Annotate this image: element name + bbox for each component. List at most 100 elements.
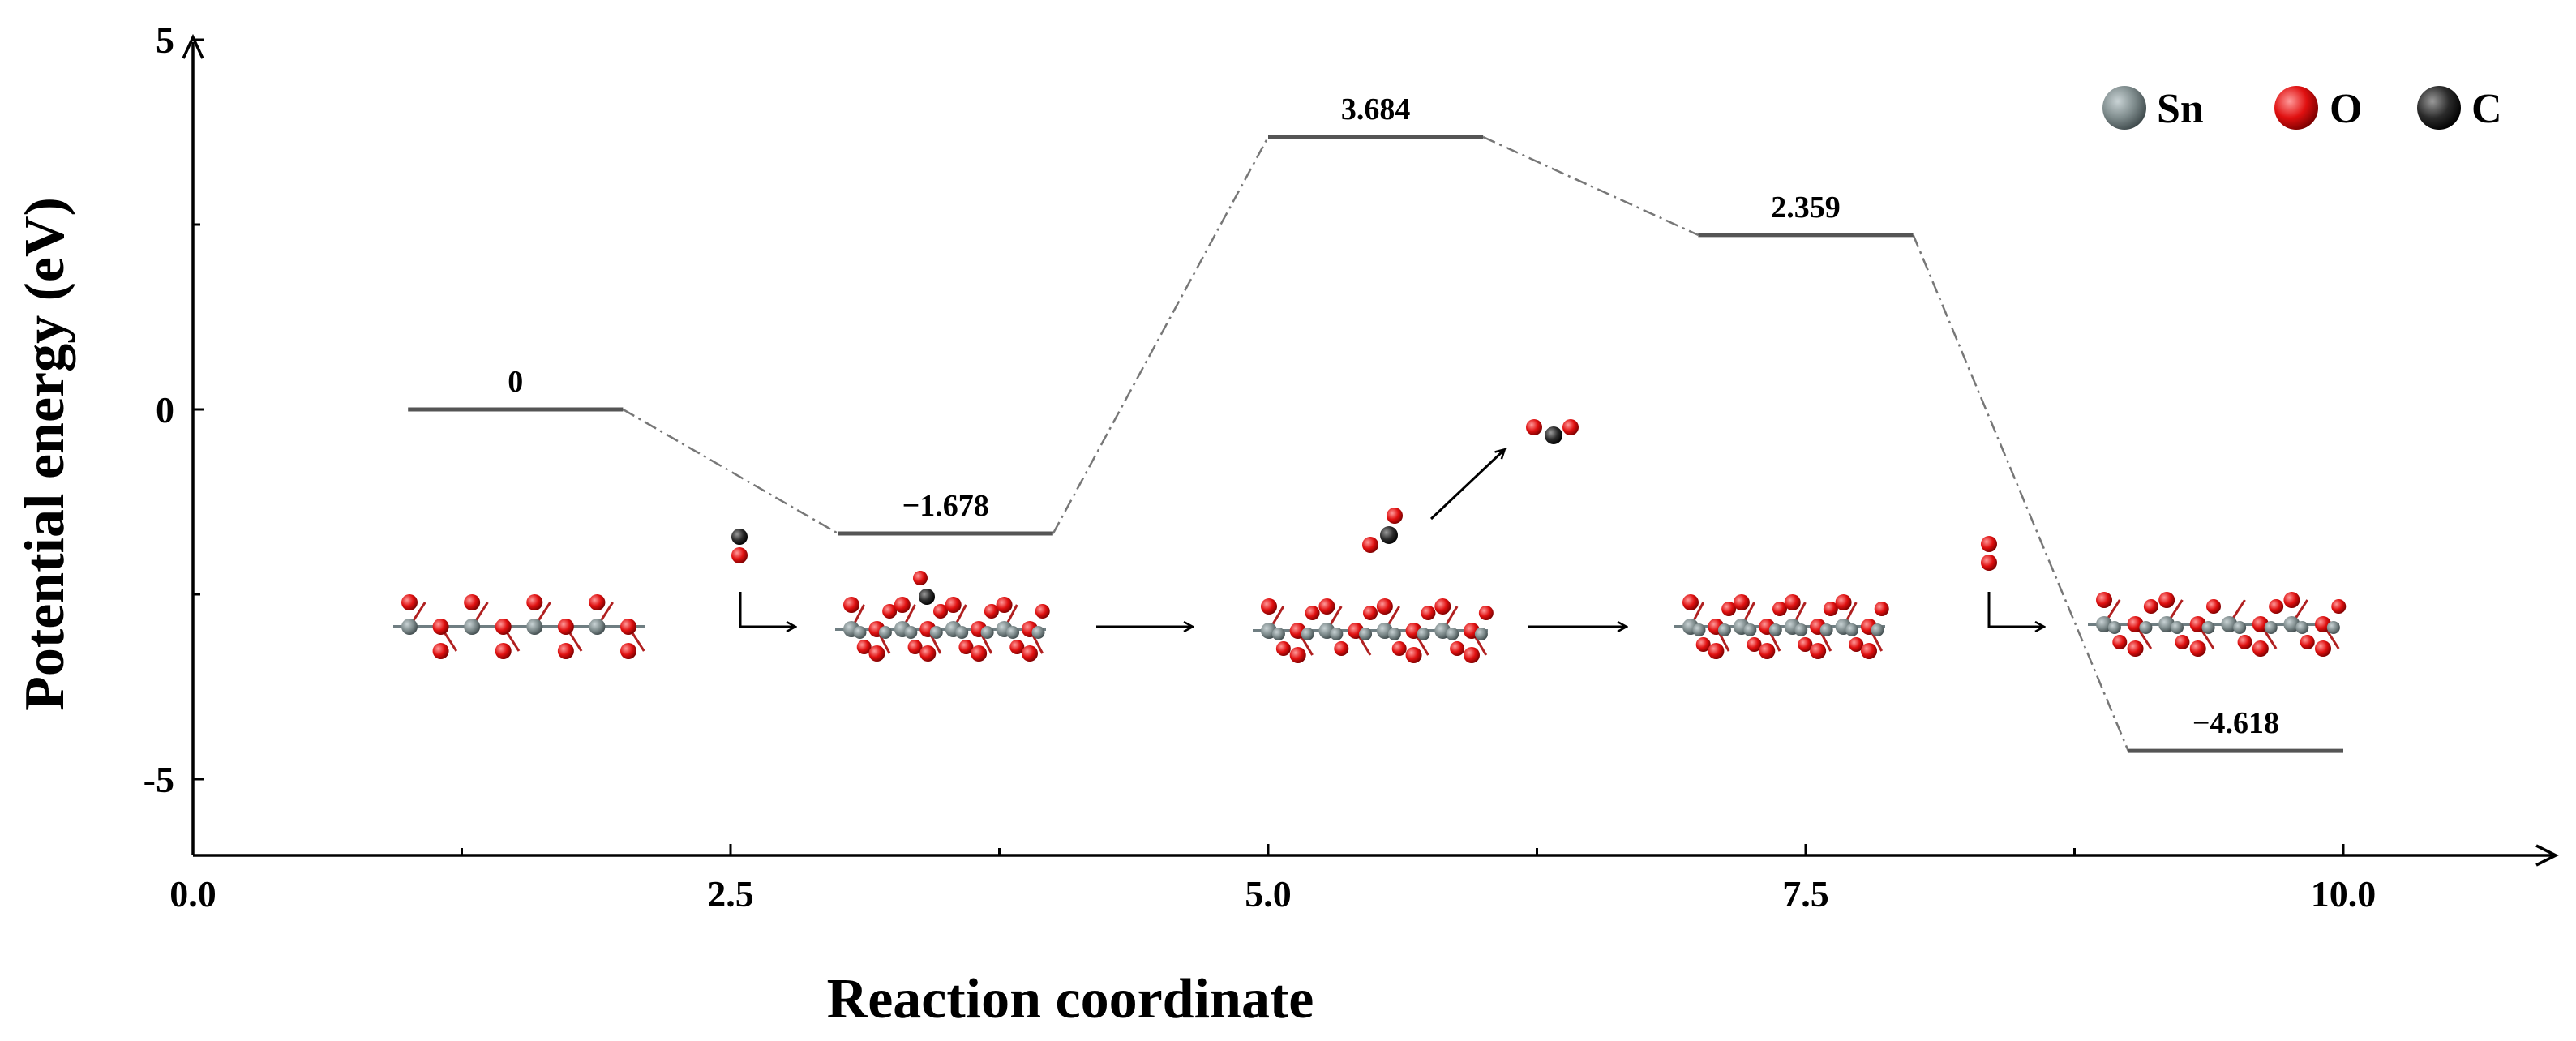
atom-sn <box>2295 621 2308 634</box>
atom-o <box>2190 640 2206 657</box>
atom-o <box>1377 598 1393 615</box>
atom-sn <box>2233 621 2246 634</box>
arrow-o2-adsorption <box>1989 592 2043 627</box>
level-connector <box>1914 235 2128 751</box>
atom-o <box>2096 592 2112 608</box>
atom-o <box>2175 635 2189 649</box>
atom-sn <box>930 626 943 639</box>
energy-profile-chart: 0.0 2.5 5.0 7.5 10.0-505 Reaction coordinate… <box>0 0 2576 1041</box>
x-axis-title: Reaction coordinate <box>827 968 1314 1030</box>
atom-o <box>2144 599 2158 614</box>
y-tick-label: 5 <box>156 19 174 61</box>
energy-level-label: 0 <box>508 365 523 399</box>
atom-sn <box>853 626 866 639</box>
atom-o <box>433 643 449 659</box>
sno2-slab <box>1253 598 1494 663</box>
atom-o <box>1434 598 1451 615</box>
atom-sn <box>1446 628 1459 640</box>
atom-sn <box>2171 621 2184 634</box>
energy-labels: 0 −1.678 3.684 2.359 −4.618 <box>508 92 2279 740</box>
sno2-slab <box>2088 592 2346 657</box>
atom-sn <box>2139 621 2152 634</box>
atom-sn <box>1845 623 1858 636</box>
atom-o <box>1734 594 1750 610</box>
atom-o <box>1810 643 1826 659</box>
atom-sn <box>1871 623 1884 636</box>
atom-o <box>919 645 936 662</box>
atom-sn <box>1820 623 1833 636</box>
atom-sn <box>1359 628 1372 640</box>
atom-sn <box>2265 621 2278 634</box>
atom-o <box>2112 635 2127 649</box>
atom-sn <box>2327 621 2340 634</box>
atom-o <box>1682 594 1699 610</box>
atom-sn <box>2108 621 2121 634</box>
atom-o <box>1318 598 1335 615</box>
atom-o <box>2158 592 2175 608</box>
atom-o <box>1290 647 1306 663</box>
atom-c <box>1545 426 1562 444</box>
energy-level-label: −4.618 <box>2192 706 2279 740</box>
atom-sn <box>1272 628 1285 640</box>
atom-o <box>1363 606 1378 620</box>
atom-o <box>2238 635 2252 649</box>
atom-o <box>2300 635 2315 649</box>
atom-o <box>1305 606 1320 620</box>
atom-o <box>526 594 542 610</box>
level-connector <box>623 409 838 533</box>
x-tick-label: 5.0 <box>1245 873 1292 915</box>
atom-o <box>1334 641 1348 656</box>
y-tick-label: -5 <box>144 759 174 800</box>
atom-o <box>1276 641 1291 656</box>
atom-sn <box>879 626 892 639</box>
atom-o <box>1562 419 1579 435</box>
x-tick-label: 0.0 <box>169 873 216 915</box>
atom-o <box>1981 555 1997 571</box>
atom-o <box>2283 592 2300 608</box>
x-tick-label: 2.5 <box>707 873 754 915</box>
y-axis-title: Potential energy (eV) <box>14 197 76 711</box>
legend-sn-label: Sn <box>2157 86 2204 132</box>
energy-level-label: 2.359 <box>1771 191 1841 225</box>
atom-sn <box>1388 628 1401 640</box>
arrow-co-adsorption <box>740 592 795 627</box>
structure-insets <box>393 419 2346 663</box>
atom-o <box>1261 598 1277 615</box>
atom-sn <box>526 619 542 635</box>
atom-o <box>558 643 574 659</box>
atom-o <box>1759 643 1775 659</box>
atom-o <box>1022 645 1038 662</box>
atom-sn <box>955 626 968 639</box>
atom-o <box>1875 602 1889 616</box>
sno2-slab <box>393 594 645 659</box>
atom-o <box>620 619 636 635</box>
atom-o <box>495 643 512 659</box>
atom-sn <box>1475 628 1488 640</box>
energy-level-label: −1.678 <box>902 489 989 523</box>
atom-o <box>1387 508 1403 524</box>
atom-o <box>843 597 859 613</box>
atom-o <box>894 597 911 613</box>
atom-sn <box>464 619 480 635</box>
legend: Sn O C <box>2102 86 2502 132</box>
legend-c-label: C <box>2471 86 2502 132</box>
atom-o <box>2206 599 2221 614</box>
atom-o <box>1479 606 1494 620</box>
atom-o <box>1421 606 1435 620</box>
atom-sn <box>981 626 994 639</box>
atom-o <box>1836 594 1852 610</box>
atom-o <box>1362 537 1378 553</box>
atom-o <box>1526 419 1542 435</box>
atom-o <box>1708 643 1724 659</box>
atom-o <box>2252 640 2269 657</box>
legend-o-swatch <box>2274 86 2318 130</box>
atom-sn <box>1718 623 1731 636</box>
atom-sn <box>1330 628 1343 640</box>
y-tick-label: 0 <box>156 389 174 431</box>
atom-sn <box>589 619 605 635</box>
sno2-slab <box>1674 594 1889 659</box>
atom-o <box>558 619 574 635</box>
sno2-slab <box>835 597 1050 662</box>
atom-o <box>945 597 962 613</box>
atom-o <box>1981 536 1997 552</box>
